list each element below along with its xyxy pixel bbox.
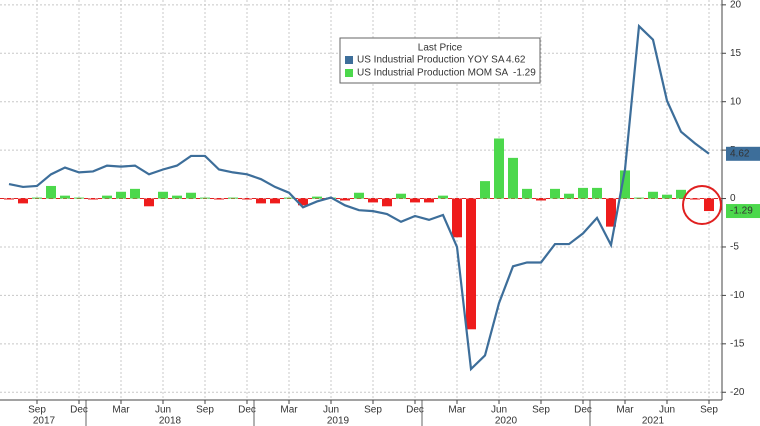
bar: [18, 198, 28, 204]
x-tick-label: Sep: [364, 405, 382, 416]
x-tick-label: Jun: [491, 405, 507, 416]
x-tick-label: Sep: [196, 405, 214, 416]
bar: [270, 198, 280, 204]
legend-label: US Industrial Production YOY SA: [357, 55, 505, 66]
y-tick-label: -15: [730, 338, 745, 349]
bar: [536, 198, 546, 201]
bar: [634, 197, 644, 199]
y-tick-label: -10: [730, 290, 745, 301]
lines: [8, 23, 710, 372]
bar: [620, 170, 630, 199]
x-tick-label: Mar: [280, 405, 298, 416]
bar: [340, 198, 350, 201]
bar: [312, 196, 322, 199]
bar: [382, 198, 392, 207]
x-tick-label: Sep: [28, 405, 46, 416]
bar: [662, 194, 672, 199]
bar: [200, 197, 210, 199]
x-group-label: 2019: [327, 416, 350, 426]
bar: [130, 188, 140, 199]
bar: [690, 198, 700, 200]
legend-value: 4.62: [506, 55, 526, 66]
legend-label: US Industrial Production MOM SA: [357, 68, 508, 79]
bar: [550, 188, 560, 199]
bar: [116, 191, 126, 199]
last-value-tag: [726, 204, 760, 219]
bar: [648, 191, 658, 199]
bar: [368, 198, 378, 203]
bar: [396, 193, 406, 199]
bar: [214, 198, 224, 200]
bar: [480, 181, 490, 199]
y-tick-label: 20: [730, 0, 742, 10]
x-tick-label: Sep: [532, 405, 550, 416]
legend-swatch: [345, 69, 353, 77]
x-tick-label: Dec: [70, 405, 88, 416]
x-tick-label: Mar: [448, 405, 466, 416]
bar: [676, 189, 686, 199]
bar: [46, 185, 56, 199]
x-tick-label: Dec: [238, 405, 256, 416]
legend-value: -1.29: [513, 68, 536, 79]
bar: [256, 198, 266, 204]
x-tick-label: Jun: [659, 405, 675, 416]
x-tick-label: Mar: [112, 405, 130, 416]
bar: [606, 198, 616, 227]
y-tick-label: 15: [730, 48, 742, 59]
y-tick-label: -20: [730, 387, 745, 398]
bar: [466, 198, 476, 330]
bar: [186, 192, 196, 199]
bar: [522, 188, 532, 199]
bar: [60, 195, 70, 199]
bar: [410, 198, 420, 203]
y-tick-label: 10: [730, 96, 742, 107]
bar: [242, 198, 252, 200]
legend-title: Last Price: [418, 43, 463, 54]
x-group-label: 2018: [159, 416, 182, 426]
x-group-label: 2017: [33, 416, 56, 426]
bar: [74, 197, 84, 199]
x-tick-label: Mar: [616, 405, 634, 416]
last-value-label: 4.62: [730, 148, 750, 159]
bar: [494, 138, 504, 199]
line: [8, 23, 710, 372]
bar: [4, 198, 14, 200]
bar: [508, 157, 518, 199]
x-tick-label: Dec: [406, 405, 424, 416]
bar: [592, 187, 602, 199]
bar: [704, 198, 714, 212]
x-tick-label: Dec: [574, 405, 592, 416]
highlight-circle: [682, 185, 722, 225]
x-group-label: 2021: [642, 416, 665, 426]
y-tick-label: -5: [730, 242, 739, 253]
bars: [4, 138, 714, 330]
bar: [88, 198, 98, 200]
legend-swatch: [345, 56, 353, 64]
bar: [298, 198, 308, 206]
bar: [158, 191, 168, 199]
bar: [32, 197, 42, 199]
x-group-label: 2020: [495, 416, 518, 426]
bar: [228, 197, 238, 199]
legend: Last Price US Industrial Production YOY …: [339, 37, 541, 84]
bar: [354, 192, 364, 199]
last-value-label: -1.29: [730, 206, 753, 217]
bar: [284, 197, 294, 199]
bar: [564, 193, 574, 199]
bar: [424, 198, 434, 203]
x-tick-label: Jun: [323, 405, 339, 416]
legend-box: [339, 37, 541, 84]
bar: [578, 187, 588, 199]
x-tick-label: Jun: [155, 405, 171, 416]
x-tick-label: Sep: [700, 405, 718, 416]
last-value-tag: [726, 146, 760, 161]
bar: [452, 198, 462, 238]
bar: [438, 195, 448, 199]
bar: [172, 195, 182, 199]
bar: [144, 198, 154, 207]
bar: [102, 195, 112, 199]
y-tick-label: 0: [730, 193, 736, 204]
